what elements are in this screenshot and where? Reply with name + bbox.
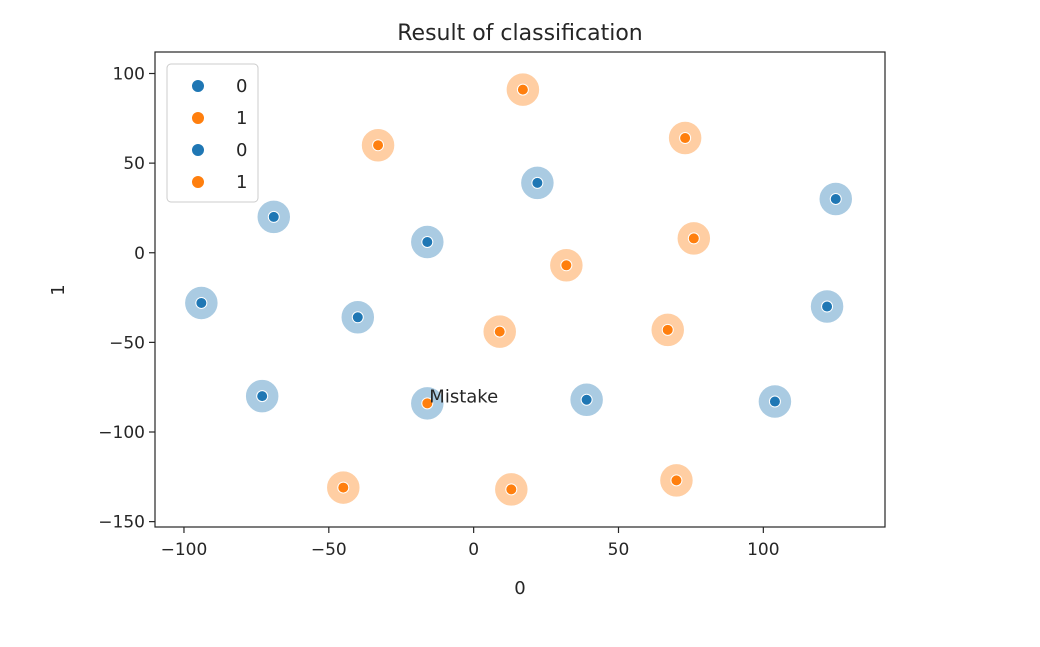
predicted-label-point bbox=[505, 483, 518, 496]
legend-label: 0 bbox=[236, 140, 247, 161]
predicted-label-point bbox=[768, 395, 781, 408]
y-axis-ticks: 100 50 0 −50 −100 −150 bbox=[98, 65, 155, 533]
predicted-label-point bbox=[256, 390, 269, 403]
predicted-label-point bbox=[531, 176, 544, 189]
predicted-label-point bbox=[421, 397, 434, 410]
predicted-label-point bbox=[821, 300, 834, 313]
y-tick-label: −100 bbox=[98, 423, 145, 443]
predicted-label-point bbox=[372, 139, 385, 152]
predicted-label-point bbox=[516, 83, 529, 96]
predicted-label-point bbox=[493, 325, 506, 338]
legend-marker bbox=[191, 175, 205, 189]
y-tick-label: 50 bbox=[123, 154, 145, 174]
legend-label: 1 bbox=[236, 108, 247, 129]
predicted-label-point bbox=[679, 132, 692, 145]
predicted-label-point bbox=[421, 236, 434, 248]
legend-marker bbox=[191, 143, 205, 157]
plot-frame bbox=[154, 51, 886, 528]
annotation-layer: Mistake bbox=[429, 386, 498, 407]
predicted-label-point bbox=[267, 210, 280, 223]
predicted-label-point bbox=[560, 259, 573, 272]
y-axis-label: 1 bbox=[48, 284, 69, 295]
x-axis-ticks: −100 −50 0 50 100 bbox=[161, 527, 780, 560]
x-tick-label: 100 bbox=[747, 540, 779, 560]
x-tick-label: −50 bbox=[311, 540, 347, 560]
legend-box bbox=[166, 63, 259, 203]
predicted-label-point bbox=[670, 474, 683, 487]
predicted-label-point bbox=[661, 323, 674, 336]
x-tick-label: 0 bbox=[468, 540, 479, 560]
legend-marker bbox=[191, 111, 205, 125]
y-tick-label: −50 bbox=[109, 333, 145, 353]
predicted-label-point bbox=[337, 481, 350, 494]
x-tick-label: −100 bbox=[161, 540, 208, 560]
x-axis-label: 0 bbox=[514, 578, 525, 599]
chart-title: Result of classification bbox=[397, 21, 642, 46]
predicted-label-point bbox=[195, 296, 208, 309]
y-tick-label: −150 bbox=[98, 513, 145, 533]
legend-entries: 0 1 0 1 bbox=[191, 76, 247, 193]
legend-label: 0 bbox=[236, 76, 247, 97]
annotation-text: Mistake bbox=[429, 386, 498, 407]
plot-background bbox=[155, 52, 885, 527]
x-tick-label: 50 bbox=[608, 540, 630, 560]
y-tick-label: 100 bbox=[113, 65, 145, 85]
predicted-label-point bbox=[580, 393, 593, 406]
predicted-label-point bbox=[829, 192, 842, 205]
legend-label: 1 bbox=[236, 172, 247, 193]
predicted-label-point bbox=[687, 232, 700, 245]
point-layer bbox=[195, 83, 842, 496]
predicted-label-point bbox=[351, 311, 364, 324]
y-tick-label: 0 bbox=[134, 244, 145, 264]
legend: 0 1 0 1 bbox=[166, 63, 259, 203]
legend-marker bbox=[191, 79, 205, 93]
